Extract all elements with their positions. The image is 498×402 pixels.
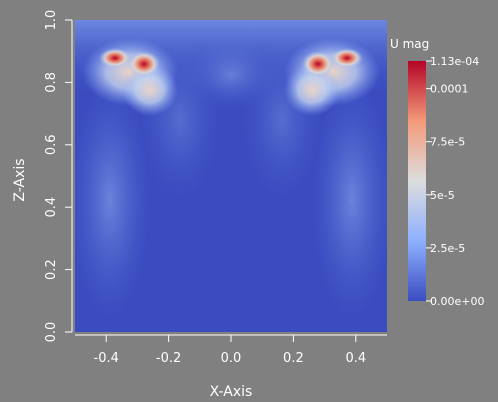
z-axis: 0.0 0.2 0.4 0.6 0.8 1.0 [44, 10, 73, 343]
z-tick-label: 0.8 [44, 72, 59, 93]
colorbar-tick-label: 2.5e-5 [430, 242, 465, 255]
z-tick-label: 0.2 [44, 259, 59, 280]
colorbar-tick-label: 7.5e-5 [430, 136, 465, 149]
x-tick-label: 0.0 [221, 351, 242, 366]
x-tick-label: -0.2 [156, 351, 181, 366]
colorbar-gradient [408, 61, 426, 301]
color-legend: U mag 1.13e-04 0.0001 7.5e-5 5e-5 2.5e-5 0.00… [390, 37, 484, 308]
x-tick-label: 0.2 [283, 351, 304, 366]
colorbar-tick-label: 1.13e-04 [430, 55, 479, 68]
u-mag-field [75, 20, 387, 332]
colorbar-tick-label: 0.00e+00 [430, 295, 484, 308]
x-tick-label: 0.4 [345, 351, 366, 366]
z-tick-label: 0.0 [44, 322, 59, 343]
x-tick-label: -0.4 [94, 351, 119, 366]
z-tick-label: 0.4 [44, 197, 59, 218]
colorbar-tick-label: 0.0001 [430, 83, 469, 96]
z-tick-label: 1.0 [44, 10, 59, 31]
colorbar-title: U mag [390, 37, 429, 51]
x-axis: -0.4 -0.2 0.0 0.2 0.4 [75, 334, 387, 366]
colorbar-tick-label: 5e-5 [430, 189, 455, 202]
x-axis-title: X-Axis [210, 384, 253, 400]
z-tick-label: 0.6 [44, 134, 59, 155]
z-axis-title: Z-Axis [12, 158, 28, 201]
